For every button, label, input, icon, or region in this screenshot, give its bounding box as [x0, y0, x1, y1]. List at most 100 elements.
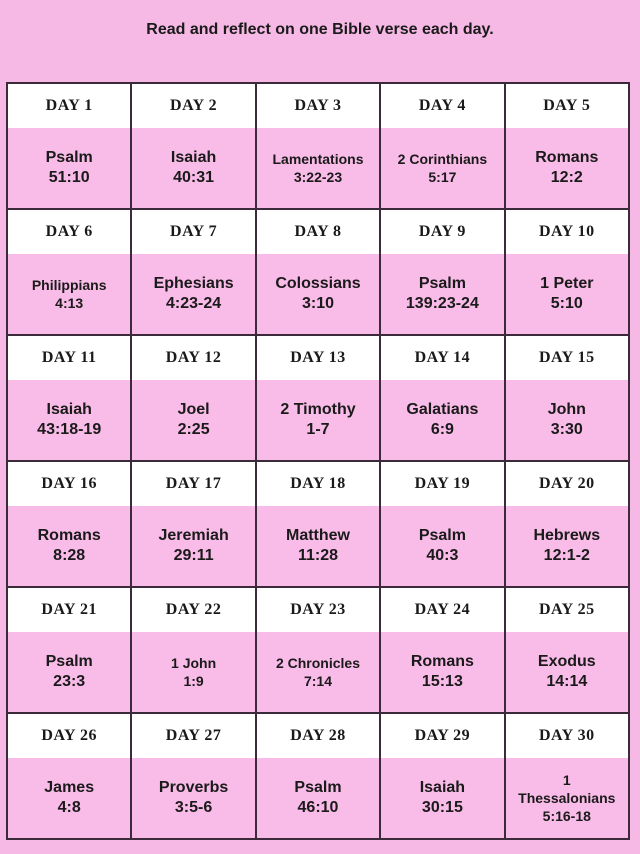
day-label: DAY 24 [381, 588, 504, 632]
verse-chapter: 3:5-6 [174, 799, 213, 816]
verse-book: James [44, 779, 95, 796]
verse-chapter: 5:16-18 [542, 808, 591, 824]
verse-chapter: 5:10 [550, 295, 583, 312]
verse-book: Romans [410, 653, 474, 670]
verse-chapter: 46:10 [297, 799, 339, 816]
verse-chapter: 3:30 [550, 421, 583, 438]
verse-book: Hebrews [533, 527, 601, 544]
verse-reference: Lamentations 3:22-23 [256, 128, 380, 208]
verse-reference: Philippians 4:13 [8, 254, 131, 334]
verse-reference: John 3:30 [505, 380, 628, 460]
day-cell: DAY 28 Psalm 46:10 [256, 714, 382, 840]
day-label: DAY 1 [8, 84, 131, 128]
day-cell: DAY 11 Isaiah 43:18-19 [8, 336, 133, 462]
verse-book: Joel [177, 401, 210, 418]
day-label: DAY 13 [256, 336, 380, 380]
day-cell: DAY 23 2 Chronicles 7:14 [256, 588, 382, 714]
day-cell: DAY 10 1 Peter 5:10 [505, 210, 630, 336]
day-cell: DAY 26 James 4:8 [8, 714, 133, 840]
verse-book: Isaiah [170, 149, 217, 166]
verse-book: Jeremiah [158, 527, 229, 544]
day-cell: DAY 25 Exodus 14:14 [505, 588, 630, 714]
verse-chapter: 51:10 [48, 169, 90, 186]
day-label: DAY 18 [256, 462, 380, 506]
verse-reference: 2 Corinthians 5:17 [381, 128, 504, 208]
verse-chapter: 6:9 [430, 421, 454, 438]
verse-reference: Ephesians 4:23-24 [132, 254, 255, 334]
verse-book: Psalm [418, 275, 466, 292]
day-label: DAY 25 [505, 588, 628, 632]
verse-reference: Isaiah 40:31 [132, 128, 255, 208]
verse-book: John [547, 401, 586, 418]
day-cell: DAY 29 Isaiah 30:15 [381, 714, 506, 840]
day-cell: DAY 9 Psalm 139:23-24 [381, 210, 506, 336]
verse-book: Isaiah [46, 401, 92, 418]
day-label: DAY 28 [256, 714, 380, 758]
verse-book: Exodus [537, 653, 596, 670]
verse-reference: 2 Timothy 1-7 [256, 380, 380, 460]
day-cell: DAY 6 Philippians 4:13 [8, 210, 133, 336]
verse-reference: Romans 15:13 [381, 632, 504, 712]
day-label: DAY 30 [505, 714, 628, 758]
verse-reference: Matthew 11:28 [256, 506, 380, 586]
day-label: DAY 5 [505, 84, 628, 128]
verse-book: Psalm [294, 779, 342, 796]
verse-reference: James 4:8 [8, 758, 131, 838]
verse-reference: Jeremiah 29:11 [132, 506, 255, 586]
verse-chapter: 14:14 [546, 673, 588, 690]
verse-reference: Proverbs 3:5-6 [132, 758, 255, 838]
day-cell: DAY 19 Psalm 40:3 [381, 462, 506, 588]
day-cell: DAY 4 2 Corinthians 5:17 [381, 84, 506, 210]
verse-reference: Galatians 6:9 [381, 380, 504, 460]
verse-book: Psalm [45, 149, 93, 166]
day-label: DAY 6 [8, 210, 131, 254]
day-cell: DAY 15 John 3:30 [505, 336, 630, 462]
day-label: DAY 15 [505, 336, 628, 380]
day-cell: DAY 1 Psalm 51:10 [8, 84, 133, 210]
verse-reference: Psalm 51:10 [8, 128, 131, 208]
day-label: DAY 22 [132, 588, 255, 632]
verse-chapter: 12:1-2 [543, 547, 590, 564]
day-cell: DAY 2 Isaiah 40:31 [132, 84, 257, 210]
day-cell: DAY 8 Colossians 3:10 [256, 210, 382, 336]
verse-book: 2 Chronicles [275, 655, 360, 671]
day-label: DAY 19 [381, 462, 504, 506]
verse-chapter: 1-7 [306, 421, 330, 438]
day-label: DAY 9 [381, 210, 504, 254]
verse-reference: Psalm 23:3 [8, 632, 131, 712]
verse-reference: Hebrews 12:1-2 [505, 506, 628, 586]
verse-book: Proverbs [158, 779, 229, 796]
day-cell: DAY 24 Romans 15:13 [381, 588, 506, 714]
subtitle: Read and reflect on one Bible verse each… [146, 21, 494, 38]
day-cell: DAY 7 Ephesians 4:23-24 [132, 210, 257, 336]
verse-book: Lamentations [272, 151, 364, 167]
verse-book: Ephesians [153, 275, 234, 292]
verse-book: 2 Corinthians [397, 151, 488, 167]
verse-chapter: 43:18-19 [37, 421, 102, 438]
reading-plan-grid: DAY 1 Psalm 51:10 DAY 2 Isaiah 40:31 DAY 3 Lame… [6, 82, 630, 840]
verse-reference: Psalm 46:10 [256, 758, 380, 838]
day-label: DAY 3 [256, 84, 380, 128]
day-label: DAY 16 [8, 462, 131, 506]
day-label: DAY 27 [132, 714, 255, 758]
verse-book: Isaiah [419, 779, 466, 796]
verse-book: 1 Peter [540, 275, 594, 292]
verse-chapter: 30:15 [421, 799, 463, 816]
day-cell: DAY 14 Galatians 6:9 [381, 336, 506, 462]
verse-chapter: 29:11 [173, 547, 214, 564]
verse-book: Galatians [406, 401, 479, 418]
verse-reference: Isaiah 43:18-19 [8, 380, 131, 460]
day-label: DAY 11 [8, 336, 131, 380]
verse-book: 2 Timothy [280, 401, 356, 418]
verse-chapter: 4:13 [55, 295, 84, 311]
day-label: DAY 20 [505, 462, 628, 506]
day-label: DAY 14 [381, 336, 504, 380]
day-cell: DAY 18 Matthew 11:28 [256, 462, 382, 588]
verse-chapter: 40:31 [173, 169, 215, 186]
verse-reference: Psalm 139:23-24 [381, 254, 504, 334]
verse-chapter: 8:28 [53, 547, 86, 564]
verse-chapter: 4:23-24 [166, 295, 222, 312]
verse-reference: Joel 2:25 [132, 380, 255, 460]
verse-book: Romans [37, 527, 101, 544]
verse-chapter: 15:13 [421, 673, 463, 690]
